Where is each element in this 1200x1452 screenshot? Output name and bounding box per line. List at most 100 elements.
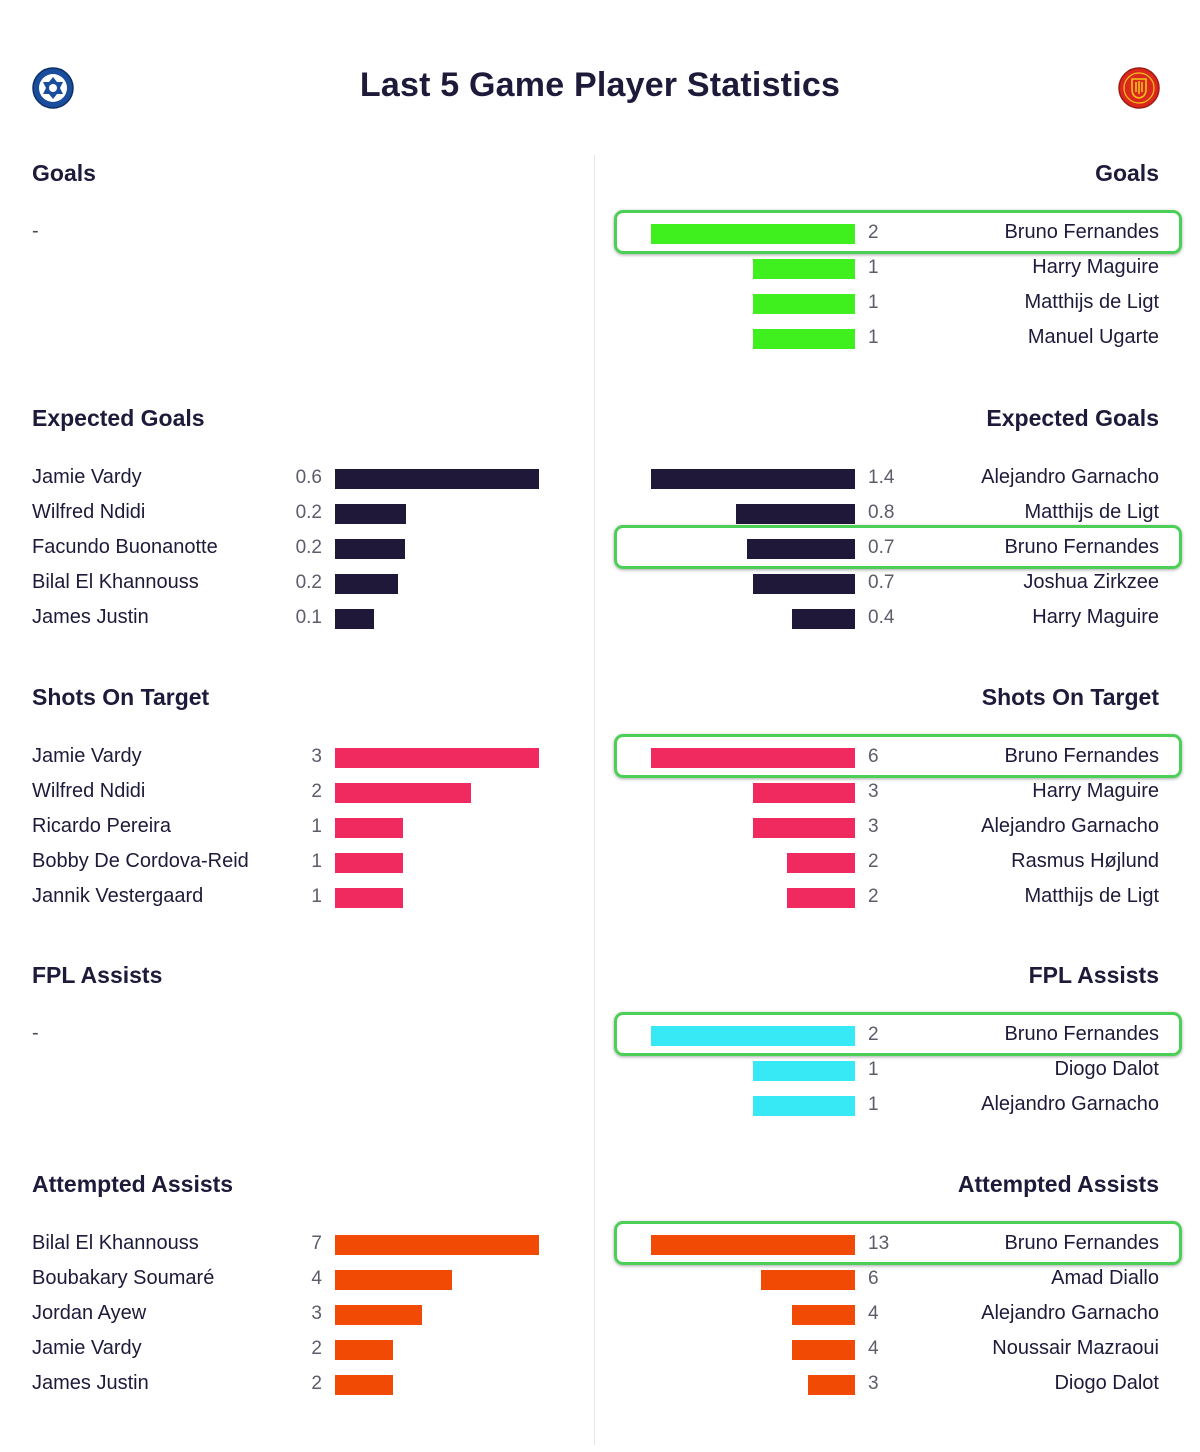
- stat-bar: [747, 539, 855, 559]
- player-row[interactable]: 4 Boubakary Soumaré: [0, 1264, 600, 1294]
- home-team-column: Goals - Expected Goals 0.6 Jamie Vardy 0.2 Wil…: [0, 160, 600, 1399]
- player-row[interactable]: 2 James Justin: [0, 1369, 600, 1399]
- no-data-dash: -: [32, 220, 39, 242]
- stat-value: 2: [868, 222, 879, 243]
- player-name: Alejandro Garnacho: [981, 1093, 1159, 1115]
- player-row[interactable]: 1.4 Alejandro Garnacho: [600, 463, 1200, 493]
- stat-bar: [753, 1061, 855, 1081]
- player-row[interactable]: 1 Alejandro Garnacho: [600, 1090, 1200, 1120]
- stat-bar: [753, 1096, 855, 1116]
- player-row[interactable]: 3 Harry Maguire: [600, 777, 1200, 807]
- stat-value: 2: [868, 886, 879, 907]
- player-name: Jannik Vestergaard: [32, 885, 204, 907]
- player-name: Jamie Vardy: [32, 745, 142, 767]
- player-row[interactable]: 6 Bruno Fernandes: [600, 742, 1200, 772]
- player-row[interactable]: 3 Diogo Dalot: [600, 1369, 1200, 1399]
- shots-on-target-title: Shots On Target: [981, 684, 1159, 710]
- stat-value: 4: [311, 1268, 322, 1289]
- player-row[interactable]: 1 Manuel Ugarte: [600, 323, 1200, 353]
- player-name: Diogo Dalot: [1054, 1372, 1159, 1394]
- stat-value: 6: [868, 1268, 879, 1289]
- stat-bar: [335, 574, 398, 594]
- player-row[interactable]: 1 Harry Maguire: [600, 253, 1200, 283]
- stat-bar: [753, 783, 855, 803]
- player-row[interactable]: 2 Matthijs de Ligt: [600, 882, 1200, 912]
- player-row[interactable]: 0.8 Matthijs de Ligt: [600, 498, 1200, 528]
- player-row[interactable]: 3 Jordan Ayew: [0, 1299, 600, 1329]
- player-name: Wilfred Ndidi: [32, 501, 146, 523]
- player-row[interactable]: 1 Jannik Vestergaard: [0, 882, 600, 912]
- stat-bar: [335, 853, 403, 873]
- player-row[interactable]: 7 Bilal El Khannouss: [0, 1229, 600, 1259]
- player-row[interactable]: 3 Jamie Vardy: [0, 742, 600, 772]
- player-name: Harry Maguire: [1032, 606, 1159, 628]
- player-name: Rasmus Højlund: [1011, 850, 1159, 872]
- stat-bar: [335, 818, 403, 838]
- player-name: Jamie Vardy: [32, 466, 142, 488]
- away-team-column: Goals 2 Bruno Fernandes 1 Harry Maguire 1 Matt…: [600, 0, 1200, 1452]
- player-row[interactable]: 0.2 Bilal El Khannouss: [0, 568, 600, 598]
- player-row[interactable]: 0.4 Harry Maguire: [600, 603, 1200, 633]
- expected-goals-title: Expected Goals: [986, 405, 1159, 431]
- player-name: Jamie Vardy: [32, 1337, 142, 1359]
- attempted-assists-title: Attempted Assists: [957, 1171, 1159, 1197]
- player-row[interactable]: 13 Bruno Fernandes: [600, 1229, 1200, 1259]
- stat-bar: [335, 888, 403, 908]
- player-row[interactable]: 1 Diogo Dalot: [600, 1055, 1200, 1085]
- stat-value: 6: [868, 746, 879, 767]
- stat-value: 2: [311, 1338, 322, 1359]
- stat-value: 3: [311, 746, 322, 767]
- stat-bar: [651, 748, 855, 768]
- player-name: Alejandro Garnacho: [981, 815, 1159, 837]
- player-row[interactable]: 4 Alejandro Garnacho: [600, 1299, 1200, 1329]
- player-name: Matthijs de Ligt: [1024, 501, 1159, 523]
- player-row[interactable]: 1 Bobby De Cordova-Reid: [0, 847, 600, 877]
- expected-goals-title: Expected Goals: [32, 405, 205, 431]
- stat-bar: [787, 853, 855, 873]
- player-name: Matthijs de Ligt: [1024, 291, 1159, 313]
- player-row[interactable]: 2 Bruno Fernandes: [600, 218, 1200, 248]
- stat-bar: [335, 1375, 393, 1395]
- stat-bar: [753, 574, 855, 594]
- stat-value: 1: [868, 1094, 879, 1115]
- player-row[interactable]: 1 Matthijs de Ligt: [600, 288, 1200, 318]
- goals-title: Goals: [1095, 160, 1159, 186]
- player-row[interactable]: 2 Wilfred Ndidi: [0, 777, 600, 807]
- player-name: Harry Maguire: [1032, 780, 1159, 802]
- stat-bar: [335, 469, 539, 489]
- player-row[interactable]: 6 Amad Diallo: [600, 1264, 1200, 1294]
- column-divider: [594, 155, 595, 1445]
- stat-value: 1: [868, 257, 879, 278]
- player-name: Manuel Ugarte: [1027, 326, 1159, 348]
- stat-value: 0.8: [868, 502, 895, 523]
- stat-bar: [792, 1305, 855, 1325]
- stat-bar: [335, 609, 374, 629]
- player-row[interactable]: 2 Bruno Fernandes: [600, 1020, 1200, 1050]
- player-row[interactable]: 2 Jamie Vardy: [0, 1334, 600, 1364]
- stat-value: 1: [311, 886, 322, 907]
- stat-value: 3: [868, 781, 879, 802]
- stat-bar: [753, 818, 855, 838]
- shots-on-target-title: Shots On Target: [32, 684, 210, 710]
- player-row[interactable]: 0.2 Wilfred Ndidi: [0, 498, 600, 528]
- player-name: Alejandro Garnacho: [981, 1302, 1159, 1324]
- player-row[interactable]: 0.2 Facundo Buonanotte: [0, 533, 600, 563]
- stat-bar: [736, 504, 855, 524]
- fpl-assists-title: FPL Assists: [32, 962, 163, 988]
- player-row[interactable]: 0.6 Jamie Vardy: [0, 463, 600, 493]
- stat-bar: [651, 1026, 855, 1046]
- player-row[interactable]: 0.1 James Justin: [0, 603, 600, 633]
- player-name: Bruno Fernandes: [1004, 221, 1159, 243]
- player-row[interactable]: 2 Rasmus Højlund: [600, 847, 1200, 877]
- player-row[interactable]: 3 Alejandro Garnacho: [600, 812, 1200, 842]
- stat-value: 4: [868, 1303, 879, 1324]
- player-row[interactable]: 4 Noussair Mazraoui: [600, 1334, 1200, 1364]
- stat-value: 0.7: [868, 537, 895, 558]
- player-row[interactable]: 0.7 Bruno Fernandes: [600, 533, 1200, 563]
- player-row[interactable]: 1 Ricardo Pereira: [0, 812, 600, 842]
- player-row[interactable]: 0.7 Joshua Zirkzee: [600, 568, 1200, 598]
- player-name: Bilal El Khannouss: [32, 571, 199, 593]
- stat-bar: [335, 1340, 393, 1360]
- page-title: Last 5 Game Player Statistics: [359, 66, 841, 104]
- player-name: James Justin: [32, 606, 149, 628]
